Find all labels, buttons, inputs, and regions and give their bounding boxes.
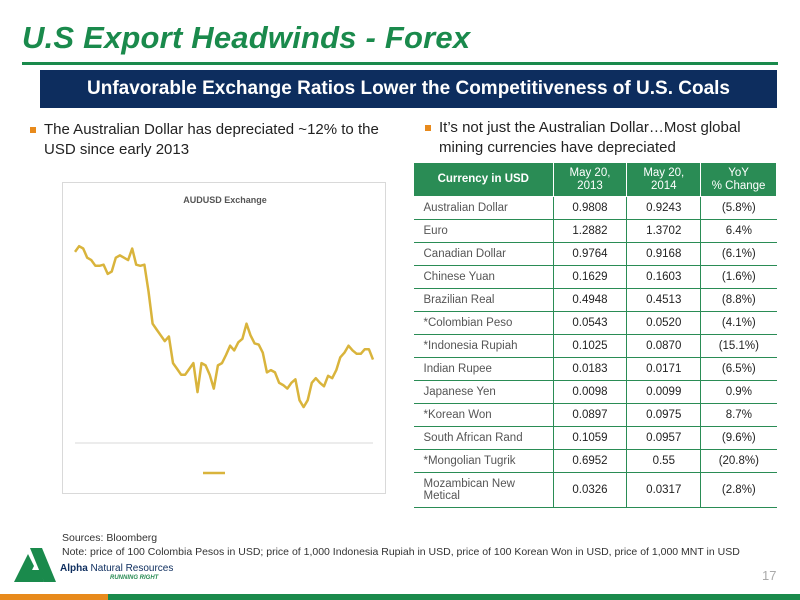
- value-cell: 6.4%: [700, 219, 777, 243]
- currency-name-cell: Japanese Yen: [413, 380, 554, 404]
- table-row: Brazilian Real 0.4948 0.4513 (8.8%): [413, 288, 777, 312]
- table-header-cell: May 20, 2013: [552, 162, 628, 197]
- table-row: Australian Dollar 0.9808 0.9243 (5.8%): [413, 196, 777, 220]
- value-cell: 0.9%: [700, 380, 777, 404]
- value-cell: 0.0326: [552, 472, 627, 508]
- bullet-left-text: The Australian Dollar has depreciated ~1…: [44, 121, 379, 158]
- value-cell: 8.7%: [700, 403, 777, 427]
- value-cell: 0.0098: [552, 380, 627, 404]
- bullet-marker-icon: [30, 127, 36, 133]
- value-cell: 0.0171: [626, 357, 701, 381]
- value-cell: (6.5%): [700, 357, 777, 381]
- value-cell: 0.1059: [552, 426, 627, 450]
- bullet-right-text: It’s not just the Australian Dollar…Most…: [439, 119, 741, 156]
- currency-table: Currency in USD May 20, 2013 May 20, 2014 YoY…: [413, 162, 777, 508]
- value-cell: 0.55: [626, 449, 701, 473]
- value-cell: 0.0520: [626, 311, 701, 335]
- note-text: Note: price of 100 Colombia Pesos in USD…: [62, 546, 740, 558]
- value-cell: (1.6%): [700, 265, 777, 289]
- value-cell: 0.0317: [626, 472, 701, 508]
- table-row: Indian Rupee 0.0183 0.0171 (6.5%): [413, 357, 777, 381]
- value-cell: 0.0543: [552, 311, 627, 335]
- bullet-right: It’s not just the Australian Dollar…Most…: [425, 118, 785, 158]
- value-cell: (8.8%): [700, 288, 777, 312]
- currency-name-cell: Canadian Dollar: [413, 242, 554, 266]
- currency-name-cell: South African Rand: [413, 426, 554, 450]
- headline-banner: Unfavorable Exchange Ratios Lower the Co…: [40, 70, 777, 108]
- sources-text: Sources: Bloomberg: [62, 532, 158, 544]
- currency-name-cell: Brazilian Real: [413, 288, 554, 312]
- table-header-cell: Currency in USD: [413, 162, 554, 197]
- value-cell: 0.1629: [552, 265, 627, 289]
- table-row: Euro 1.2882 1.3702 6.4%: [413, 219, 777, 243]
- logo-triangle-icon: [14, 548, 56, 582]
- currency-name-cell: *Indonesia Rupiah: [413, 334, 554, 358]
- value-cell: (5.8%): [700, 196, 777, 220]
- footer-bar-orange: [0, 594, 108, 600]
- audusd-chart: AUDUSD Exchange: [62, 182, 386, 494]
- table-header-cell: May 20, 2014: [626, 162, 702, 197]
- currency-name-cell: *Mongolian Tugrik: [413, 449, 554, 473]
- table-row: Mozambican New Metical 0.0326 0.0317 (2.8%): [413, 472, 777, 508]
- table-row: *Indonesia Rupiah 0.1025 0.0870 (15.1%): [413, 334, 777, 358]
- currency-name-cell: Indian Rupee: [413, 357, 554, 381]
- currency-name-cell: Chinese Yuan: [413, 265, 554, 289]
- currency-name-cell: Australian Dollar: [413, 196, 554, 220]
- company-logo-text: Alpha Natural Resources: [60, 563, 174, 574]
- currency-name-cell: Euro: [413, 219, 554, 243]
- value-cell: 0.4948: [552, 288, 627, 312]
- value-cell: 0.9168: [626, 242, 701, 266]
- value-cell: (9.6%): [700, 426, 777, 450]
- table-row: *Korean Won 0.0897 0.0975 8.7%: [413, 403, 777, 427]
- value-cell: (20.8%): [700, 449, 777, 473]
- value-cell: 0.9243: [626, 196, 701, 220]
- value-cell: 0.0870: [626, 334, 701, 358]
- table-row: *Mongolian Tugrik 0.6952 0.55 (20.8%): [413, 449, 777, 473]
- value-cell: 0.6952: [552, 449, 627, 473]
- value-cell: 0.1025: [552, 334, 627, 358]
- table-row: South African Rand 0.1059 0.0957 (9.6%): [413, 426, 777, 450]
- bullet-left: The Australian Dollar has depreciated ~1…: [30, 120, 390, 160]
- value-cell: 0.9764: [552, 242, 627, 266]
- table-row: Japanese Yen 0.0098 0.0099 0.9%: [413, 380, 777, 404]
- bullet-marker-icon: [425, 125, 431, 131]
- value-cell: (4.1%): [700, 311, 777, 335]
- value-cell: (2.8%): [700, 472, 777, 508]
- value-cell: 0.4513: [626, 288, 701, 312]
- value-cell: 0.0099: [626, 380, 701, 404]
- page-number: 17: [762, 568, 777, 583]
- title-underline: [22, 62, 778, 65]
- company-tagline: RUNNING RIGHT: [110, 575, 159, 581]
- value-cell: 0.0183: [552, 357, 627, 381]
- value-cell: 1.2882: [552, 219, 627, 243]
- currency-name-cell: Mozambican New Metical: [413, 472, 554, 508]
- value-cell: 1.3702: [626, 219, 701, 243]
- table-header-cell: YoY% Change: [700, 162, 777, 197]
- currency-name-cell: *Korean Won: [413, 403, 554, 427]
- value-cell: 0.0975: [626, 403, 701, 427]
- audusd-chart-svg: AUDUSD Exchange: [73, 195, 375, 475]
- value-cell: 0.0897: [552, 403, 627, 427]
- value-cell: 0.1603: [626, 265, 701, 289]
- value-cell: 0.9808: [552, 196, 627, 220]
- audusd-series-line: [73, 244, 375, 409]
- table-row: Chinese Yuan 0.1629 0.1603 (1.6%): [413, 265, 777, 289]
- sources-block: Sources: Bloomberg Note: price of 100 Co…: [62, 531, 740, 559]
- footer-bar-green: [108, 594, 800, 600]
- value-cell: (15.1%): [700, 334, 777, 358]
- value-cell: (6.1%): [700, 242, 777, 266]
- table-header-row: Currency in USD May 20, 2013 May 20, 2014 YoY…: [413, 162, 777, 197]
- value-cell: 0.0957: [626, 426, 701, 450]
- currency-name-cell: *Colombian Peso: [413, 311, 554, 335]
- chart-title: AUDUSD Exchange: [183, 195, 267, 205]
- table-row: *Colombian Peso 0.0543 0.0520 (4.1%): [413, 311, 777, 335]
- table-row: Canadian Dollar 0.9764 0.9168 (6.1%): [413, 242, 777, 266]
- slide-title: U.S Export Headwinds - Forex: [22, 20, 471, 55]
